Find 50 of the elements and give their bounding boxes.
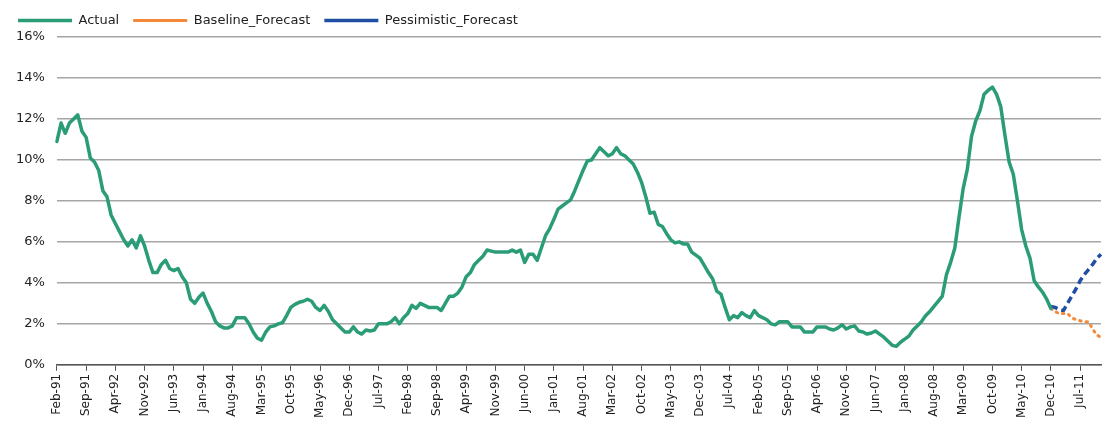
x-tick-label: Dec-03 xyxy=(692,373,707,417)
y-tick-label: 16% xyxy=(15,28,45,44)
line-series xyxy=(1049,306,1103,339)
x-tick-label: Oct-09 xyxy=(984,373,999,415)
x-tick-label: May-96 xyxy=(312,373,327,419)
y-tick-label: 6% xyxy=(24,233,45,249)
legend-label: Pessimistic_Forecast xyxy=(384,11,518,27)
x-tick-label: Jul-04 xyxy=(721,373,736,409)
y-tick-label: 4% xyxy=(24,274,45,290)
x-tick-label: Jun-93 xyxy=(165,373,180,414)
x-tick-label: Mar-02 xyxy=(604,373,619,416)
line-series xyxy=(1049,252,1103,313)
x-tick-label: Feb-05 xyxy=(750,373,765,415)
x-tick-label: Aug-94 xyxy=(224,373,239,417)
x-tick-label: Nov-99 xyxy=(487,373,502,417)
x-tick-label: Feb-98 xyxy=(399,373,414,415)
x-tick-label: Oct-95 xyxy=(282,373,297,415)
x-tick-label: Dec-10 xyxy=(1043,373,1058,417)
x-tick-label: Dec-96 xyxy=(341,373,356,417)
x-tick-label: Nov-92 xyxy=(136,373,151,417)
x-tick-label: Apr-92 xyxy=(107,373,122,414)
x-tick-label: Feb-91 xyxy=(49,373,64,415)
x-tick-label: Aug-08 xyxy=(926,373,941,417)
x-tick-label: Jul-97 xyxy=(370,373,385,409)
legend-label: Baseline_Forecast xyxy=(193,11,311,27)
x-tick-label: Jun-07 xyxy=(867,373,882,414)
y-tick-label: 10% xyxy=(15,151,45,167)
y-tick-label: 0% xyxy=(24,356,45,372)
y-tick-label: 2% xyxy=(24,315,45,331)
x-tick-label: Sep-91 xyxy=(78,373,93,417)
x-tick-label: Jan-01 xyxy=(546,373,561,413)
y-tick-label: 14% xyxy=(15,69,45,85)
x-tick-label: Jul-11 xyxy=(1072,373,1087,409)
x-tick-label: May-10 xyxy=(1013,373,1028,419)
legend-label: Actual xyxy=(78,11,120,27)
y-tick-label: 12% xyxy=(15,110,45,126)
x-tick-label: Jun-00 xyxy=(516,373,531,414)
x-tick-label: Jan-08 xyxy=(896,373,911,413)
x-tick-label: Sep-98 xyxy=(429,373,444,417)
x-tick-label: Apr-06 xyxy=(809,373,824,414)
x-tick-label: Apr-99 xyxy=(458,373,473,414)
x-tick-label: Mar-09 xyxy=(955,373,970,416)
x-tick-label: May-03 xyxy=(662,373,677,419)
y-tick-label: 8% xyxy=(24,192,45,208)
x-tick-label: Mar-95 xyxy=(253,373,268,416)
x-tick-label: Aug-01 xyxy=(575,373,590,417)
x-tick-label: Nov-06 xyxy=(838,373,853,417)
x-tick-label: Jan-94 xyxy=(195,373,210,413)
x-tick-label: Sep-05 xyxy=(779,373,794,417)
x-tick-label: Oct-02 xyxy=(633,373,648,415)
